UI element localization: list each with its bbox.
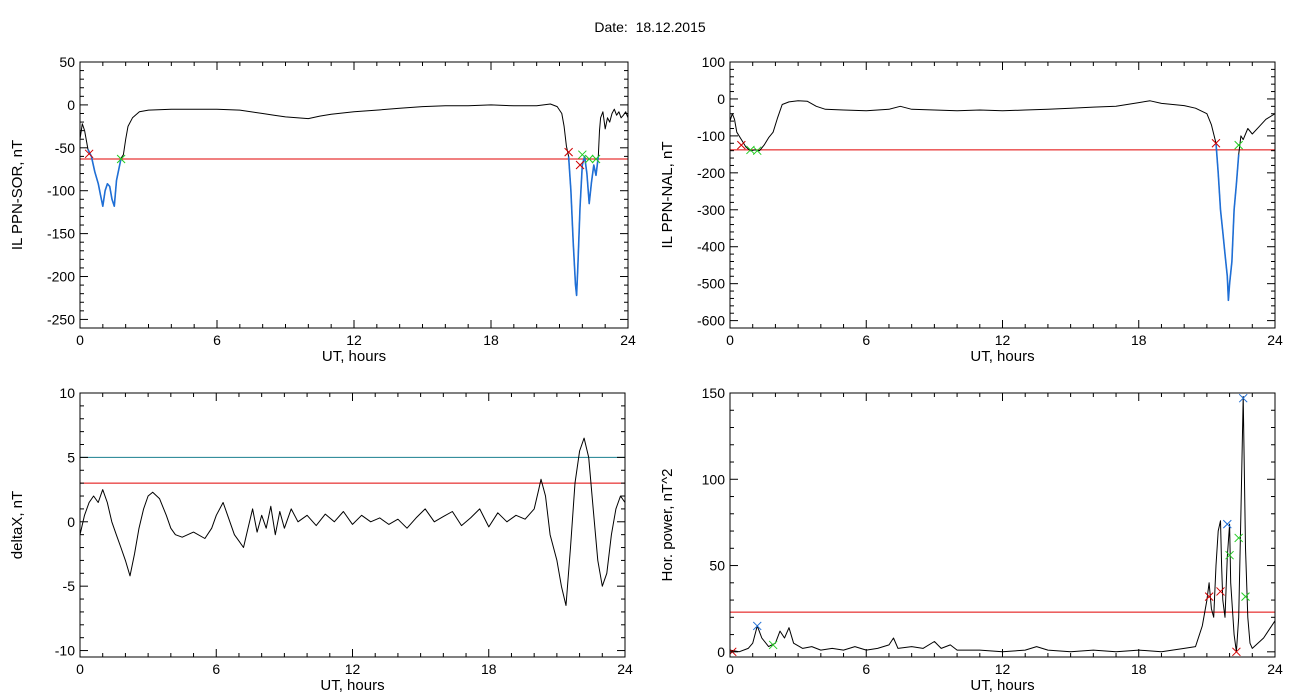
series-line-1 [80,103,628,296]
x-tick-label: 12 [995,661,1011,677]
x-tick-label: 0 [726,661,734,677]
data-marker-3 [752,146,762,156]
x-tick-label: 18 [1131,332,1147,348]
series-line-2 [87,149,122,207]
plot-area [80,103,628,297]
data-marker-2 [746,145,755,155]
x-tick-label: 0 [76,661,84,677]
x-tick-label: 24 [617,661,633,677]
series-line-2 [1215,143,1240,302]
panel-2: 0 6 12 18 24 100 0 -100 -200 -300 -400 -500 -600 UT, … [659,54,1283,365]
axis-frame [729,61,1276,329]
y-axis-title: IL PPN-SOR, nT [9,140,26,250]
series-line-1 [80,437,625,606]
plot-area [730,100,1275,302]
y-axis-title: deltaX, nT [9,491,26,559]
y-tick-label: -200 [47,269,75,285]
x-tick-label: 6 [213,332,221,348]
data-marker-8 [1232,647,1241,657]
y-tick-label: -100 [697,128,725,144]
x-tick-label: 18 [1131,661,1147,677]
data-marker-4 [1204,592,1214,601]
axis-frame [79,61,629,329]
plot-area [730,393,1275,657]
series-line-3 [567,155,600,297]
x-tick-label: 0 [76,332,84,348]
data-marker-4 [575,160,585,170]
page-title: Date: 18.12.2015 [594,19,706,35]
panel-4: 0 6 12 18 24 150 100 50 0 UT, hours Hor. power, nT… [659,385,1283,694]
x-tick-label: 18 [483,332,499,348]
plot-area [80,437,625,606]
y-tick-label: 0 [67,97,75,113]
y-axis-title: Hor. power, nT^2 [659,469,676,582]
y-tick-label: -50 [55,140,75,156]
y-tick-label: 50 [59,54,75,70]
y-tick-label: -250 [47,311,75,327]
data-marker-10 [1238,393,1248,403]
x-axis-title: UT, hours [970,677,1034,694]
y-tick-label: -150 [47,226,75,242]
x-axis-title: UT, hours [970,348,1034,365]
x-axis-title: UT, hours [320,677,384,694]
x-tick-label: 6 [212,661,220,677]
data-marker-5 [1216,587,1225,596]
y-tick-label: 50 [709,558,725,574]
y-tick-label: -5 [63,578,76,594]
y-tick-label: 0 [67,514,75,530]
y-tick-label: -100 [47,183,75,199]
y-tick-label: 100 [702,54,726,70]
data-marker-4 [1211,138,1221,148]
y-tick-label: 10 [59,385,75,401]
y-tick-label: -400 [697,239,725,255]
data-marker-2 [752,621,762,631]
y-tick-label: -600 [697,313,725,329]
y-tick-label: -300 [697,202,725,218]
panel-1: 0 6 12 18 24 50 0 -50 -100 -150 -200 -250 UT, hours I… [9,54,636,365]
data-marker-5 [577,150,587,160]
data-marker-11 [1241,592,1250,601]
axis-frame [729,392,1276,658]
x-tick-label: 6 [862,332,870,348]
x-tick-label: 24 [1267,332,1283,348]
data-marker-7 [591,154,601,164]
x-tick-label: 12 [346,332,362,348]
x-axis-title: UT, hours [322,348,386,365]
data-marker-3 [768,640,778,650]
axis-frame [79,392,626,658]
data-marker-7 [1225,550,1234,560]
data-marker-6 [584,154,594,164]
y-tick-label: -200 [697,165,725,181]
series-line-1 [730,100,1275,301]
y-tick-label: 0 [717,644,725,660]
data-marker-9 [1234,533,1244,543]
y-tick-label: 0 [717,91,725,107]
x-tick-label: 6 [862,661,870,677]
x-tick-label: 24 [620,332,636,348]
data-marker-6 [1222,519,1232,529]
data-marker-1 [84,149,94,159]
data-marker-5 [1234,140,1244,150]
x-tick-label: 12 [345,661,361,677]
x-tick-label: 18 [481,661,497,677]
data-marker-2 [116,154,126,164]
x-tick-label: 0 [726,332,734,348]
y-tick-label: 150 [702,385,726,401]
y-tick-label: 5 [67,449,75,465]
series-line-1 [730,396,1275,653]
data-marker-1 [737,140,746,150]
y-tick-label: 100 [702,471,726,487]
x-tick-label: 24 [1267,661,1283,677]
y-tick-label: -500 [697,276,725,292]
x-tick-label: 12 [995,332,1011,348]
panel-3: 0 6 12 18 24 10 5 0 -5 -10 UT, hours deltaX, nT [9,385,633,694]
y-tick-label: -10 [55,643,75,659]
y-axis-title: IL PPN-NAL, nT [659,142,676,249]
data-marker-3 [564,147,573,157]
